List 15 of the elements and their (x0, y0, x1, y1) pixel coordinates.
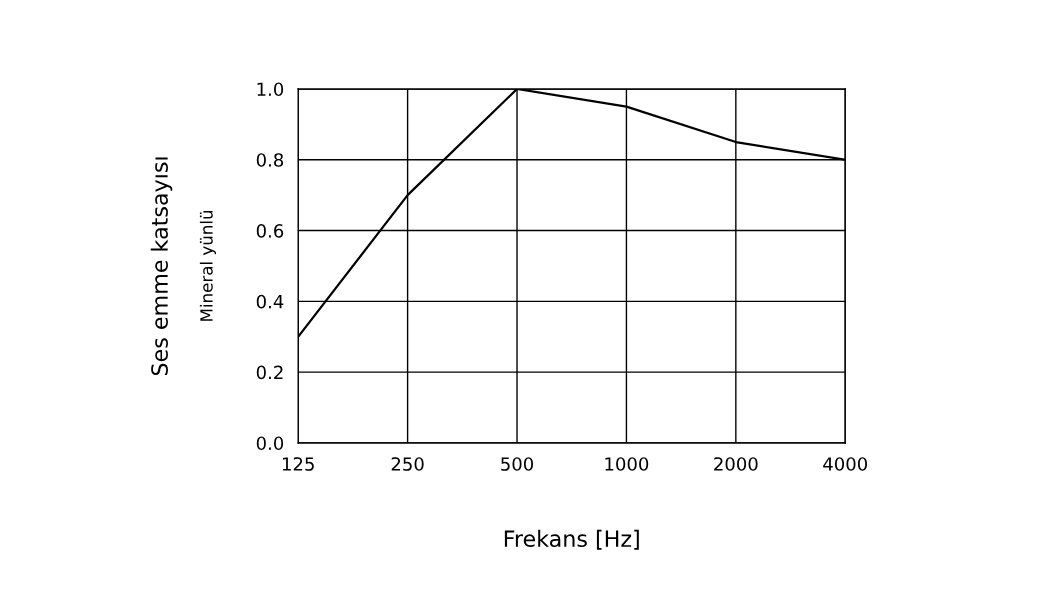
x-axis-title: Frekans [Hz] (504, 529, 639, 550)
y-tick-label: 0.0 (256, 436, 284, 451)
x-tick-label: 250 (391, 457, 424, 471)
x-tick-label: 125 (282, 457, 314, 471)
y-axis-title: Ses emme katsayısı (150, 157, 173, 376)
y-tick-label: 0.8 (256, 153, 284, 167)
y-tick-label: 0.6 (256, 224, 284, 238)
text: Mineral yünlü (199, 210, 216, 321)
y-tick-label: 0.4 (256, 294, 284, 309)
y-tick-label: 1.0 (257, 82, 284, 97)
x-tick-label: 1000 (605, 457, 649, 471)
y-tick-label: 0.2 (256, 365, 283, 380)
x-tick-label: 2000 (714, 457, 758, 471)
x-tick-label: 4000 (823, 457, 868, 471)
x-tick-label: 500 (501, 457, 534, 471)
